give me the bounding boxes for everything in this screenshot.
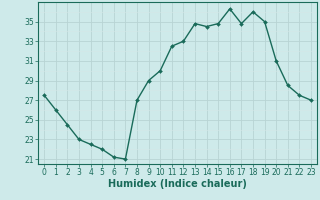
X-axis label: Humidex (Indice chaleur): Humidex (Indice chaleur): [108, 179, 247, 189]
